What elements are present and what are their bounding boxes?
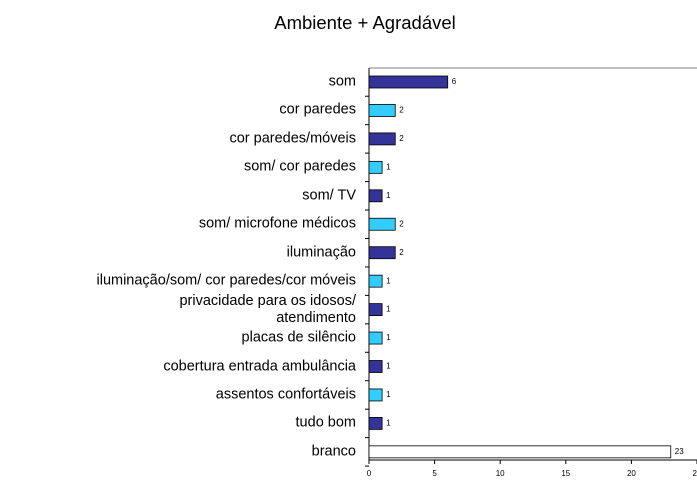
x-tick-label: 15: [561, 469, 570, 478]
category-label: iluminação: [286, 244, 356, 261]
value-label: 1: [386, 162, 391, 171]
bar: [368, 360, 383, 373]
value-label: 1: [386, 276, 391, 285]
x-tick-label: 25: [693, 469, 697, 478]
category-label: iluminação/som/ cor paredes/cor móveis: [96, 272, 357, 289]
value-label: 2: [399, 106, 404, 115]
bar: [368, 445, 672, 459]
chart-title: Ambiente + Agradável: [274, 12, 456, 33]
bar: [368, 104, 396, 117]
category-label: cor paredes/móveis: [229, 130, 356, 147]
value-label: 2: [399, 134, 404, 143]
category-label: som/ microfone médicos: [198, 215, 356, 232]
value-label: 1: [386, 191, 391, 200]
x-tick-label: 5: [432, 469, 437, 478]
bar: [368, 189, 383, 203]
value-label: 6: [452, 77, 457, 86]
bar: [368, 75, 449, 89]
bar: [368, 331, 383, 345]
category-label: placas de silêncio: [241, 329, 356, 346]
value-label: 23: [675, 447, 684, 456]
value-label: 1: [386, 305, 391, 314]
value-label: 1: [386, 390, 391, 399]
category-label: privacidade para os idosos/ atendimento: [179, 292, 356, 326]
value-label: 2: [399, 219, 404, 228]
bar: [368, 303, 383, 317]
value-label: 2: [399, 248, 404, 257]
category-label: cor paredes: [279, 101, 356, 118]
bar: [368, 416, 383, 430]
bar: [368, 217, 396, 231]
category-label: som/ TV: [302, 187, 356, 204]
category-label: cobertura entrada ambulância: [163, 358, 356, 374]
category-label: tudo bom: [295, 414, 356, 431]
category-label: assentos confortáveis: [215, 386, 356, 403]
bar: [368, 160, 383, 174]
value-label: 1: [386, 362, 391, 371]
category-label: som: [328, 73, 356, 90]
bar: [368, 246, 396, 260]
value-label: 1: [386, 333, 391, 342]
bar: [368, 274, 383, 288]
category-label: branco: [311, 443, 356, 460]
category-label: som/ cor paredes: [243, 158, 356, 175]
value-label: 1: [386, 419, 391, 428]
bar: [368, 388, 383, 402]
bar: [368, 132, 396, 146]
x-tick-label: 0: [367, 469, 372, 478]
x-tick-label: 20: [627, 469, 636, 478]
x-tick-label: 10: [496, 469, 505, 478]
